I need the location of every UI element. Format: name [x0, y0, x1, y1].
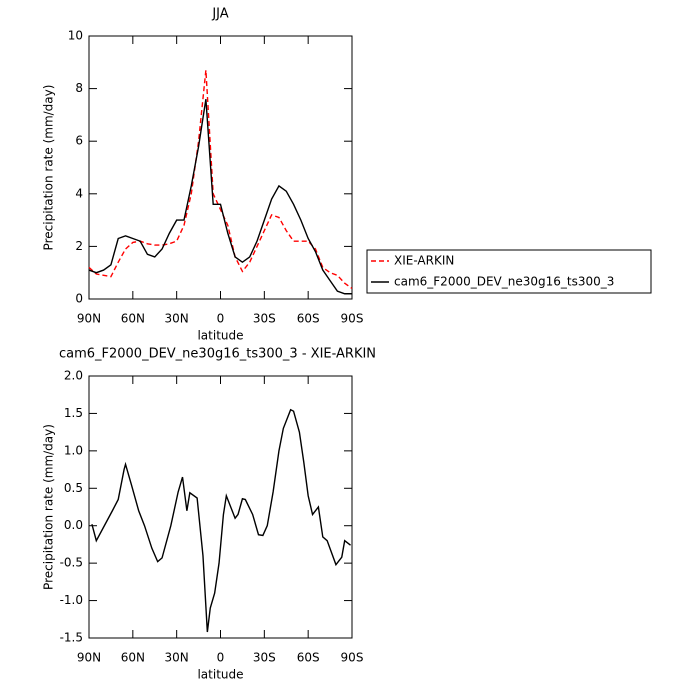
y-tick-label: -1.0 — [60, 593, 83, 607]
x-tick-label: 60S — [297, 312, 320, 326]
x-axis-label: latitude — [197, 668, 243, 682]
x-tick-label: 30S — [253, 312, 276, 326]
data-line — [88, 99, 352, 295]
x-tick-label: 60S — [297, 651, 320, 665]
plot-frame — [88, 375, 353, 639]
x-tick-label: 30N — [165, 651, 189, 665]
chart-title: cam6_F2000_DEV_ne30g16_ts300_3 - XIE-ARK… — [59, 347, 376, 362]
data-line — [91, 408, 351, 633]
x-tick-label: 60N — [121, 312, 145, 326]
y-axis-label: Precipitation rate (mm/day) — [42, 85, 56, 251]
legend-label: cam6_F2000_DEV_ne30g16_ts300_3 — [394, 275, 614, 289]
data-line — [88, 70, 353, 290]
legend-label: XIE-ARKIN — [394, 254, 454, 268]
y-tick-label: 1.0 — [64, 443, 83, 457]
x-tick-label: 90S — [341, 312, 364, 326]
y-axis-label: Precipitation rate (mm/day) — [42, 424, 56, 590]
y-tick-label: -1.5 — [60, 631, 83, 645]
x-tick-label: 30S — [253, 651, 276, 665]
y-tick-label: 10 — [68, 29, 83, 43]
y-tick-label: 4 — [75, 186, 83, 200]
y-tick-label: 0.0 — [64, 518, 83, 532]
x-tick-label: 0 — [217, 651, 225, 665]
legend-box — [366, 249, 652, 294]
chart-title: JJA — [211, 7, 228, 22]
y-tick-label: 0 — [75, 292, 83, 306]
y-tick-label: -0.5 — [60, 556, 83, 570]
y-tick-label: 0.5 — [64, 481, 83, 495]
y-tick-label: 2 — [75, 239, 83, 253]
x-tick-label: 90N — [77, 312, 101, 326]
x-tick-label: 90S — [341, 651, 364, 665]
x-axis-label: latitude — [197, 329, 243, 343]
y-tick-label: 1.5 — [64, 406, 83, 420]
y-tick-label: 8 — [75, 81, 83, 95]
x-tick-label: 60N — [121, 651, 145, 665]
x-tick-label: 0 — [217, 312, 225, 326]
y-tick-label: 2.0 — [64, 369, 83, 383]
x-tick-label: 90N — [77, 651, 101, 665]
plot-frame — [88, 35, 353, 300]
x-tick-label: 30N — [165, 312, 189, 326]
y-tick-label: 6 — [75, 134, 83, 148]
